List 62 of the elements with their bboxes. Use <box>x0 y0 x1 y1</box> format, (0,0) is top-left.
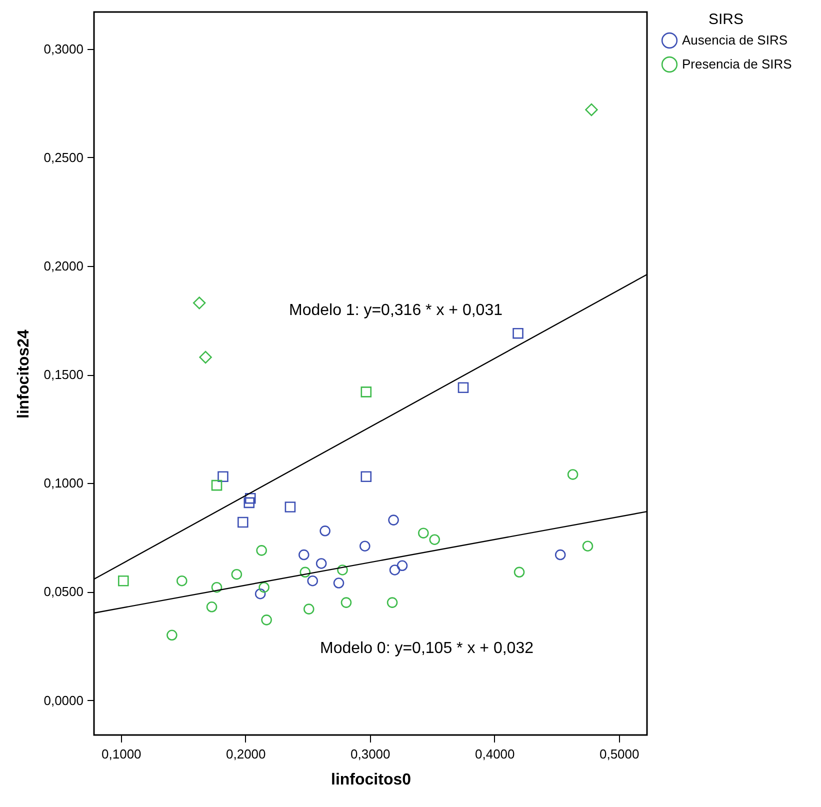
point <box>238 516 248 528</box>
point <box>307 575 318 586</box>
annotation: Modelo 1: y=0,316 * x + 0,031 <box>289 302 503 319</box>
point <box>429 534 440 545</box>
y-axis-title: linfocitos24 <box>16 329 33 418</box>
point <box>388 514 399 526</box>
point <box>396 560 408 572</box>
point <box>256 545 267 556</box>
annotation: Modelo 0: y=0,105 * x + 0,032 <box>320 640 534 657</box>
x-tick-label: 0,3000 <box>350 746 390 762</box>
point <box>192 296 206 310</box>
x-axis-title: linfocitos0 <box>330 772 412 788</box>
point <box>458 382 469 394</box>
y-tick-label: 0,1500 <box>44 367 84 382</box>
point <box>337 564 348 576</box>
y-tick-label: 0,0500 <box>44 584 84 600</box>
x-tick-label: 0,2000 <box>226 746 266 762</box>
point <box>567 469 578 480</box>
x-tick-label: 0,5000 <box>599 746 640 762</box>
point <box>176 575 188 586</box>
point <box>320 526 330 536</box>
point <box>333 578 344 588</box>
point <box>360 540 370 552</box>
point <box>386 597 398 608</box>
point <box>218 471 228 482</box>
point <box>231 568 242 580</box>
point <box>118 575 129 586</box>
point <box>166 630 178 641</box>
y-tick-label: 0,2500 <box>44 150 84 165</box>
point <box>298 549 310 560</box>
y-tick-label: 0,3000 <box>44 41 84 56</box>
legend-label: Ausencia de SIRS <box>682 32 788 48</box>
y-tick-label: 0,0000 <box>44 692 84 708</box>
point <box>360 471 372 482</box>
x-tick-label: 0,4000 <box>474 746 515 762</box>
point <box>211 480 222 491</box>
x-tick-label: 0,1000 <box>102 746 142 762</box>
point <box>360 386 372 398</box>
point <box>254 588 266 600</box>
point <box>284 502 296 512</box>
point <box>300 566 311 578</box>
y-tick-label: 0,1000 <box>44 476 84 491</box>
point <box>554 549 566 560</box>
point <box>514 566 525 578</box>
point <box>418 528 429 538</box>
point <box>206 602 218 612</box>
point <box>258 582 270 593</box>
point <box>316 558 327 569</box>
point <box>211 582 222 593</box>
point <box>261 614 272 626</box>
legend-label: Presencia de SIRS <box>682 56 792 72</box>
point <box>389 564 400 576</box>
point <box>199 350 212 364</box>
point <box>244 497 255 508</box>
legend-title: SIRS <box>708 11 744 28</box>
point <box>585 103 598 116</box>
point <box>582 540 594 552</box>
point <box>303 604 314 614</box>
point <box>244 492 256 504</box>
point <box>340 597 352 608</box>
point <box>512 328 524 339</box>
y-tick-label: 0,2000 <box>44 258 84 274</box>
